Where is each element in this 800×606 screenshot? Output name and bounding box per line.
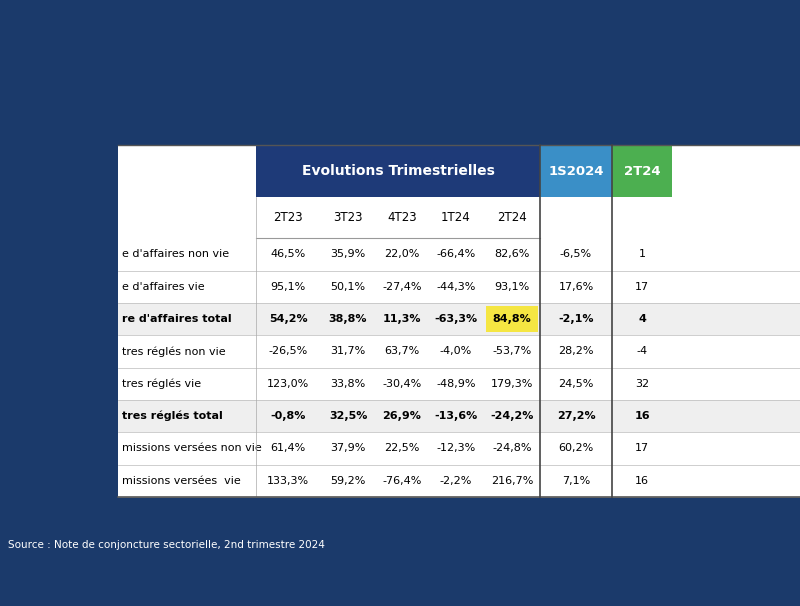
Text: 1T24: 1T24 (441, 211, 471, 224)
Text: 216,7%: 216,7% (491, 476, 533, 486)
Text: -76,4%: -76,4% (382, 476, 422, 486)
Text: 179,3%: 179,3% (491, 379, 533, 388)
Bar (256, 145, 540, 197)
Text: -24,8%: -24,8% (492, 444, 532, 453)
Text: tres réglés vie: tres réglés vie (122, 379, 201, 389)
Text: tres réglés total: tres réglés total (122, 411, 222, 421)
Text: 37,9%: 37,9% (330, 444, 366, 453)
Text: 38,8%: 38,8% (329, 314, 367, 324)
Text: -4,0%: -4,0% (440, 347, 472, 356)
Bar (486, 307, 538, 331)
Bar (118, 145, 800, 497)
Text: 2T23: 2T23 (273, 211, 303, 224)
Text: 17: 17 (635, 444, 649, 453)
Text: missions versées  vie: missions versées vie (122, 476, 240, 486)
Text: 133,3%: 133,3% (267, 476, 309, 486)
Text: missions versées non vie: missions versées non vie (122, 444, 262, 453)
Text: 31,7%: 31,7% (330, 347, 366, 356)
Text: -6,5%: -6,5% (560, 249, 592, 259)
Text: 2T24: 2T24 (624, 165, 660, 178)
Text: 17,6%: 17,6% (558, 282, 594, 291)
Text: -27,4%: -27,4% (382, 282, 422, 291)
Text: -66,4%: -66,4% (436, 249, 476, 259)
Text: 16: 16 (635, 476, 649, 486)
Text: -2,2%: -2,2% (440, 476, 472, 486)
Bar (612, 145, 672, 197)
Text: 35,9%: 35,9% (330, 249, 366, 259)
Text: -44,3%: -44,3% (436, 282, 476, 291)
Bar (118, 335, 800, 367)
Text: 28,2%: 28,2% (558, 347, 594, 356)
Bar (540, 145, 612, 197)
Text: -48,9%: -48,9% (436, 379, 476, 388)
Text: Evolutions Trimestrielles: Evolutions Trimestrielles (302, 164, 494, 178)
Text: Source : Note de conjoncture sectorielle, 2nd trimestre 2024: Source : Note de conjoncture sectorielle… (8, 541, 325, 550)
Text: e d'affaires non vie: e d'affaires non vie (122, 249, 229, 259)
Bar (118, 465, 800, 497)
Text: -12,3%: -12,3% (436, 444, 476, 453)
Text: -0,8%: -0,8% (270, 411, 306, 421)
Text: 123,0%: 123,0% (267, 379, 309, 388)
Text: 32,5%: 32,5% (329, 411, 367, 421)
Text: 84,8%: 84,8% (493, 314, 531, 324)
Text: 17: 17 (635, 282, 649, 291)
Text: 22,0%: 22,0% (384, 249, 420, 259)
Bar (118, 238, 800, 270)
Text: 4T23: 4T23 (387, 211, 417, 224)
Bar (118, 367, 800, 400)
Text: 1S2024: 1S2024 (548, 165, 604, 178)
Text: -13,6%: -13,6% (434, 411, 478, 421)
Text: 60,2%: 60,2% (558, 444, 594, 453)
Text: 93,1%: 93,1% (494, 282, 530, 291)
Text: -4: -4 (637, 347, 647, 356)
Text: -24,2%: -24,2% (490, 411, 534, 421)
Text: 59,2%: 59,2% (330, 476, 366, 486)
Text: tres réglés non vie: tres réglés non vie (122, 346, 226, 356)
Text: 7,1%: 7,1% (562, 476, 590, 486)
Text: 4: 4 (638, 314, 646, 324)
Text: -63,3%: -63,3% (434, 314, 478, 324)
Text: 50,1%: 50,1% (330, 282, 366, 291)
Text: 2T24: 2T24 (497, 211, 527, 224)
Text: 63,7%: 63,7% (384, 347, 420, 356)
Text: -26,5%: -26,5% (268, 347, 308, 356)
Text: 27,2%: 27,2% (557, 411, 595, 421)
Text: re d'affaires total: re d'affaires total (122, 314, 231, 324)
Text: 32: 32 (635, 379, 649, 388)
Text: -30,4%: -30,4% (382, 379, 422, 388)
Text: -53,7%: -53,7% (492, 347, 532, 356)
Text: 22,5%: 22,5% (384, 444, 420, 453)
Bar (118, 432, 800, 465)
Text: 16: 16 (634, 411, 650, 421)
Text: 3T23: 3T23 (334, 211, 362, 224)
Text: 1: 1 (638, 249, 646, 259)
Text: 11,3%: 11,3% (382, 314, 422, 324)
Text: 54,2%: 54,2% (269, 314, 307, 324)
Bar (118, 270, 800, 303)
Bar (118, 303, 800, 335)
Text: 61,4%: 61,4% (270, 444, 306, 453)
Text: 95,1%: 95,1% (270, 282, 306, 291)
Text: 26,9%: 26,9% (382, 411, 422, 421)
Text: 82,6%: 82,6% (494, 249, 530, 259)
Bar (118, 400, 800, 432)
Text: 33,8%: 33,8% (330, 379, 366, 388)
Text: 46,5%: 46,5% (270, 249, 306, 259)
Text: -2,1%: -2,1% (558, 314, 594, 324)
Text: 24,5%: 24,5% (558, 379, 594, 388)
Text: e d'affaires vie: e d'affaires vie (122, 282, 204, 291)
